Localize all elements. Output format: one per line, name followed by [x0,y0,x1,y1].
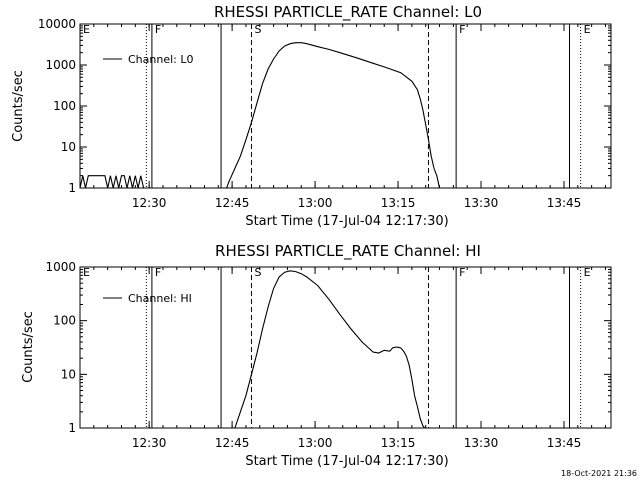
y-axis-label: Counts/sec [11,70,26,142]
x-tick-label: 13:45 [547,436,582,450]
chart-panel-lo: RHESSI PARTICLE_RATE Channel: L0 E F S F E 1 1… [11,3,612,229]
event-marker-label: S [254,23,261,36]
y-tick-label: 1 [68,181,76,195]
x-tick-label: 12:45 [215,436,250,450]
y-axis-label: Counts/sec [21,311,36,383]
y-tick-label: 10 [61,367,76,381]
x-tick-label: 13:00 [298,196,333,210]
event-marker-label: F [155,23,161,36]
y-tick-label: 1000 [45,58,76,72]
x-tick-label: 13:00 [298,436,333,450]
event-marker-label: F [459,23,465,36]
x-tick-label: 13:15 [381,436,416,450]
x-tick-label: 12:30 [132,436,167,450]
y-tick-label: 100 [53,99,76,113]
event-marker-label: E [83,23,90,36]
x-tick-label: 12:30 [132,196,167,210]
series-line [80,42,611,188]
x-tick-label: 13:30 [464,196,499,210]
chart-title: RHESSI PARTICLE_RATE Channel: HI [215,242,481,261]
x-axis-label: Start Time (17-Jul-04 12:17:30) [245,454,448,469]
plot-frame [79,266,612,429]
event-marker-label: E [584,23,591,36]
y-tick-label: 1 [68,421,76,435]
plot-frame [79,23,612,189]
y-tick-label: 100 [53,314,76,328]
y-tick-label: 10000 [38,17,76,31]
plot-area: E F S F E 1 10 100 1000 12:30 12:45 13:00 13:15 13:30… [45,260,611,450]
legend-label: Channel: HI [128,292,192,305]
event-marker-label: F [459,266,465,279]
y-tick-label: 1000 [45,260,76,274]
x-tick-label: 12:45 [215,196,250,210]
event-marker-label: E [584,266,591,279]
x-axis-label: Start Time (17-Jul-04 12:17:30) [245,214,448,229]
x-tick-label: 13:30 [464,436,499,450]
series-line [234,270,426,428]
event-marker-label: E [83,266,90,279]
plot-area: E F S F E 1 10 100 1000 10000 12:30 12:45 13:00 13:15… [38,17,611,210]
chart-panel-hi: RHESSI PARTICLE_RATE Channel: HI E F S F E 1 1… [21,242,612,469]
x-tick-label: 13:45 [547,196,582,210]
timestamp: 18-Oct-2021 21:36 [561,469,637,478]
y-tick-label: 10 [61,140,76,154]
legend-label: Channel: L0 [128,53,194,66]
event-marker-label: F [155,266,161,279]
x-tick-label: 13:15 [381,196,416,210]
chart-title: RHESSI PARTICLE_RATE Channel: L0 [214,3,482,22]
event-marker-label: S [254,266,261,279]
